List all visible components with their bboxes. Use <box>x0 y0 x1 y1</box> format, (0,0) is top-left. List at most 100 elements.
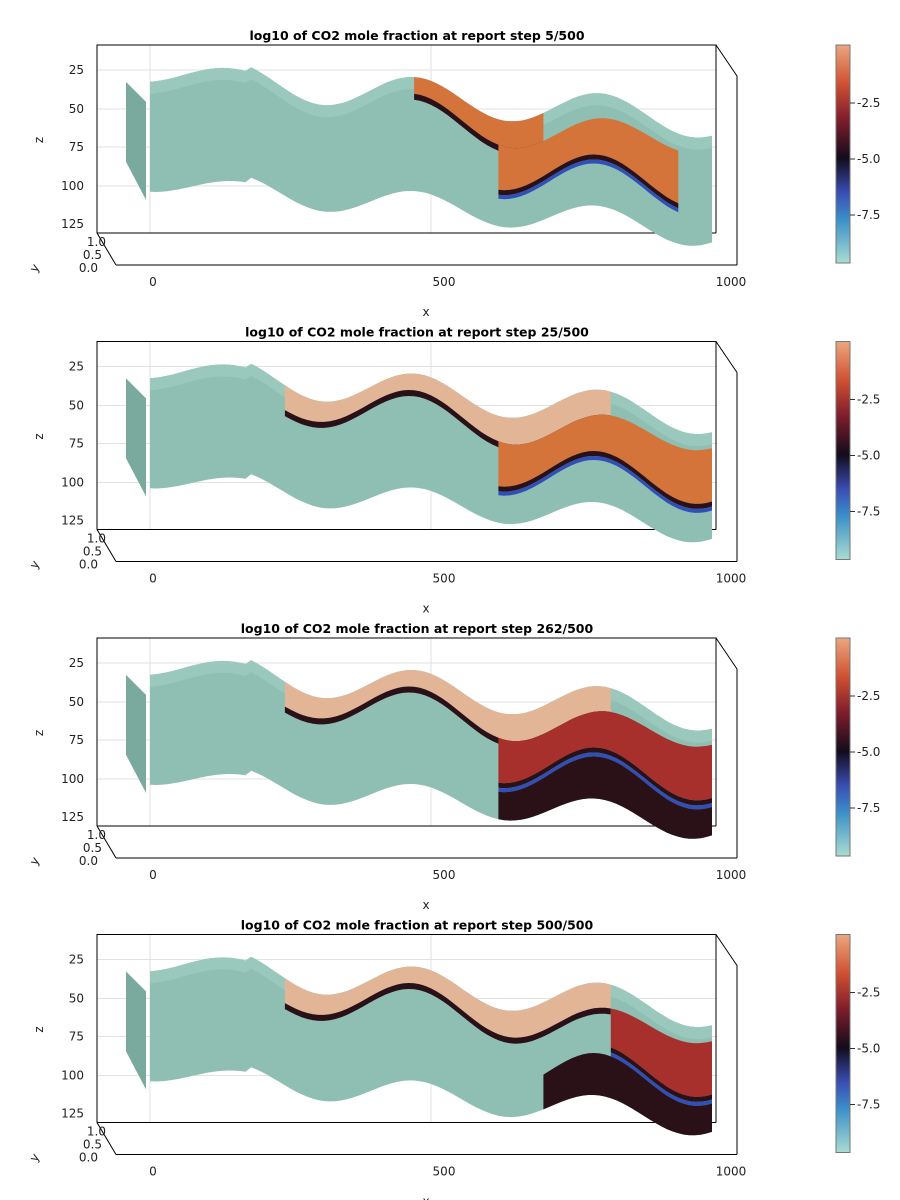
y-tick-label: 1.0 <box>87 235 106 249</box>
axis-frame-right <box>715 934 738 1155</box>
y-tick-label: 1.0 <box>87 532 106 546</box>
colorbar-tick-label: -2.5 <box>857 96 880 110</box>
z-tick-label: 50 <box>69 399 84 413</box>
x-tick-label: 500 <box>433 868 456 882</box>
y-axis-label: y <box>27 1151 43 1164</box>
axis-y-line <box>96 232 117 266</box>
axis-frame-right <box>715 44 738 265</box>
y-tick-label: 0.5 <box>83 1138 102 1152</box>
plume-bottom-layer <box>498 756 712 839</box>
x-tick-label: 1000 <box>716 868 747 882</box>
plume-top-front <box>284 686 611 748</box>
colorbar <box>835 934 851 1153</box>
plume-middle-layer <box>498 414 712 504</box>
x-axis-label: x <box>422 602 429 616</box>
chart-title: log10 of CO2 mole fraction at report ste… <box>241 621 594 636</box>
y-tick-label: 0.0 <box>79 261 98 275</box>
y-tick-label: 0.5 <box>83 545 102 559</box>
x-tick-label: 0 <box>149 275 157 289</box>
plume-middle-fringe <box>610 1052 712 1106</box>
y-tick-label: 0.5 <box>83 248 102 262</box>
axis-frame-back <box>96 934 717 1123</box>
axis-frame-right <box>715 637 738 858</box>
x-axis-label: x <box>422 305 429 319</box>
colorbar-tick-label: -2.5 <box>857 689 880 703</box>
formation-body <box>150 67 712 246</box>
z-tick-label: 75 <box>69 1030 84 1044</box>
x-tick-label: 500 <box>433 572 456 586</box>
axis-frame-back <box>96 341 717 530</box>
y-axis-label: y <box>27 558 43 571</box>
z-tick-label: 125 <box>61 217 84 231</box>
z-tick-label: 125 <box>61 1107 84 1121</box>
formation-left-face <box>126 81 146 200</box>
colorbar <box>835 637 851 857</box>
y-tick-label: 1.0 <box>87 1125 106 1139</box>
chart-title: log10 of CO2 mole fraction at report ste… <box>249 28 584 43</box>
z-tick-label: 75 <box>69 733 84 747</box>
z-tick-label: 25 <box>69 360 84 374</box>
y-tick-label: 0.0 <box>79 1151 98 1165</box>
y-tick-label: 1.0 <box>87 828 106 842</box>
colorbar-tick-label: -5.0 <box>857 1042 880 1056</box>
y-tick-label: 0.0 <box>79 854 98 868</box>
x-tick-label: 500 <box>433 275 456 289</box>
plume-top-layer <box>284 373 611 445</box>
axis-y-line <box>96 825 117 859</box>
z-tick-label: 50 <box>69 695 84 709</box>
y-axis-label: y <box>27 854 43 867</box>
plume-bottom-layer <box>543 1053 712 1136</box>
y-tick-label: 0.0 <box>79 558 98 572</box>
z-tick-label: 50 <box>69 992 84 1006</box>
y-tick-label: 0.5 <box>83 841 102 855</box>
colorbar-tick-label: -7.5 <box>857 208 880 222</box>
z-tick-label: 100 <box>61 179 84 193</box>
chart-panel-1: log10 of CO2 mole fraction at report ste… <box>27 28 881 319</box>
plume-top-front <box>284 983 611 1044</box>
chart-panel-4: log10 of CO2 mole fraction at report ste… <box>27 918 881 1200</box>
z-tick-label: 125 <box>61 810 84 824</box>
colorbar-tick-label: -7.5 <box>857 801 880 815</box>
plume-middle-front <box>498 154 679 209</box>
plume-top-layer <box>284 670 611 742</box>
z-tick-label: 125 <box>61 514 84 528</box>
plume-top-front <box>284 390 611 451</box>
colorbar-tick-label: -2.5 <box>857 393 880 407</box>
x-axis-label: x <box>422 898 429 912</box>
x-axis-label: x <box>422 1195 429 1200</box>
z-tick-label: 50 <box>69 102 84 116</box>
z-tick-label: 25 <box>69 63 84 77</box>
colorbar-tick-label: -5.0 <box>857 745 880 759</box>
x-tick-label: 500 <box>433 1165 456 1179</box>
x-tick-label: 1000 <box>716 1165 747 1179</box>
z-tick-label: 100 <box>61 772 84 786</box>
plume-top-layer <box>284 966 611 1038</box>
z-tick-label: 25 <box>69 656 84 670</box>
colorbar <box>835 44 851 264</box>
formation-left-face <box>126 971 146 1090</box>
x-tick-label: 0 <box>149 572 157 586</box>
chart-panel-2: log10 of CO2 mole fraction at report ste… <box>27 325 881 616</box>
z-axis-label: z <box>32 730 46 736</box>
z-tick-label: 75 <box>69 437 84 451</box>
axis-y-line <box>96 1122 117 1155</box>
colorbar <box>835 341 851 560</box>
axis-y-line <box>96 529 117 562</box>
x-tick-label: 1000 <box>716 275 747 289</box>
colorbar-tick-label: -2.5 <box>857 986 880 1000</box>
z-tick-label: 75 <box>69 140 84 154</box>
plume-middle-fringe <box>498 159 679 213</box>
plume-middle-front <box>610 1047 712 1102</box>
chart-panel-3: log10 of CO2 mole fraction at report ste… <box>27 621 881 912</box>
z-axis-label: z <box>32 1026 46 1032</box>
chart-title: log10 of CO2 mole fraction at report ste… <box>241 918 594 933</box>
z-axis-label: z <box>32 433 46 439</box>
formation-left-face <box>126 378 146 497</box>
colorbar-tick-label: -5.0 <box>857 449 880 463</box>
x-tick-label: 0 <box>149 868 157 882</box>
axis-frame-back <box>96 637 717 826</box>
colorbar-tick-label: -5.0 <box>857 152 880 166</box>
axis-frame-right <box>715 341 738 562</box>
formation-left-face <box>126 674 146 793</box>
